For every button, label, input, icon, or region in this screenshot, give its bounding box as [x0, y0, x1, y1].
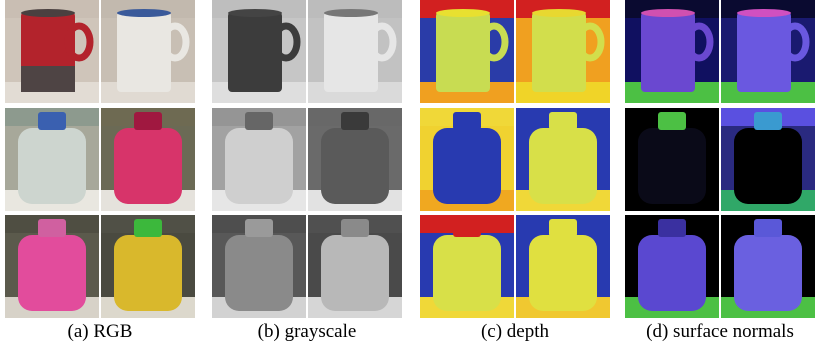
bottle-cap	[341, 112, 369, 130]
bottle-body	[433, 128, 501, 204]
mug-rim	[737, 9, 791, 17]
mug-rim	[324, 9, 378, 17]
bottle-cap	[549, 112, 577, 130]
mug-rim	[532, 9, 586, 17]
bottle-body	[529, 128, 597, 204]
bottle-cap	[38, 219, 66, 237]
mug-rim	[117, 9, 171, 17]
bottle-body	[321, 128, 389, 204]
bottle-cap	[453, 112, 481, 130]
mug-rim	[641, 9, 695, 17]
bottle-body	[529, 235, 597, 311]
caption: (a) RGB	[68, 321, 133, 342]
bottle-body	[114, 235, 182, 311]
bottle-cap	[658, 112, 686, 130]
bottle-body	[433, 235, 501, 311]
bottle-body	[18, 128, 86, 204]
bottle-body	[734, 128, 802, 204]
mug-rim	[21, 9, 75, 17]
bottle-body	[114, 128, 182, 204]
mug-band	[21, 66, 75, 92]
bottle-body	[225, 235, 293, 311]
bottle-body	[18, 235, 86, 311]
page: (a) RGB (b) grayscale (c) depth (d) surf…	[0, 0, 815, 352]
bottle-cap	[754, 219, 782, 237]
bottle-cap	[134, 219, 162, 237]
bottle-body	[638, 128, 706, 204]
caption: (c) depth	[481, 321, 550, 342]
mug-rim	[228, 9, 282, 17]
caption: (d) surface normals	[646, 321, 794, 342]
bottle-body	[225, 128, 293, 204]
figure: (a) RGB (b) grayscale (c) depth (d) surf…	[0, 0, 815, 352]
bottle-cap	[754, 112, 782, 130]
bottle-cap	[245, 112, 273, 130]
bottle-body	[638, 235, 706, 311]
mug-rim	[436, 9, 490, 17]
bottle-cap	[134, 112, 162, 130]
bottle-cap	[341, 219, 369, 237]
caption: (b) grayscale	[258, 321, 357, 342]
bottle-cap	[658, 219, 686, 237]
bottle-body	[734, 235, 802, 311]
bottle-cap	[549, 219, 577, 237]
bottle-body	[321, 235, 389, 311]
bottle-cap	[38, 112, 66, 130]
bottle-cap	[245, 219, 273, 237]
image-grid	[5, 0, 815, 318]
bottle-cap	[453, 219, 481, 237]
